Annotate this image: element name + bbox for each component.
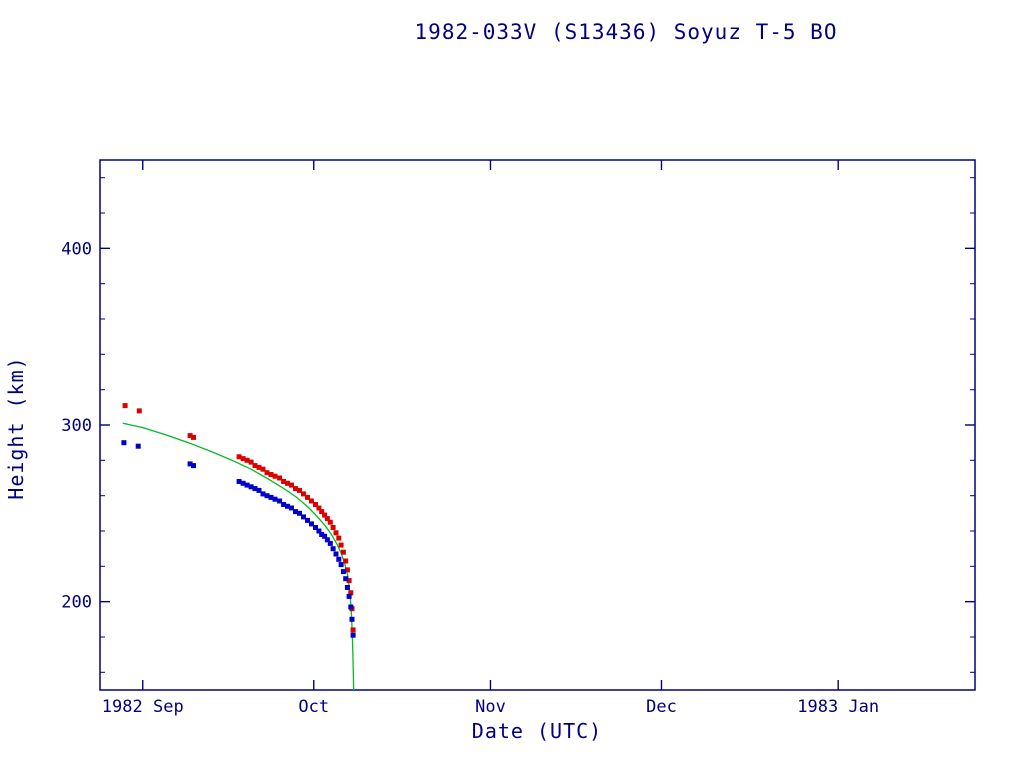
apogee-height-marker	[285, 480, 290, 486]
apogee-height-marker	[301, 491, 306, 497]
perigee-height-marker	[268, 494, 274, 500]
apogee-height-marker	[268, 472, 274, 477]
perigee-height-marker	[191, 463, 196, 469]
apogee-height-marker	[327, 519, 333, 525]
apogee-height-series	[122, 403, 356, 633]
apogee-height-marker	[281, 479, 287, 484]
apogee-height-marker	[187, 433, 193, 439]
perigee-height-marker	[285, 503, 290, 509]
chart-title: 1982-033V (S13436) Soyuz T-5 BO	[414, 20, 838, 44]
apogee-height-marker	[322, 512, 328, 518]
apogee-height-marker	[136, 408, 142, 414]
apogee-height-marker	[236, 454, 242, 460]
perigee-height-marker	[327, 540, 333, 546]
perigee-height-marker	[187, 461, 193, 467]
apogee-height-marker	[340, 549, 346, 555]
perigee-height-marker	[338, 562, 344, 568]
apogee-height-marker	[240, 456, 246, 462]
perigee-height-marker	[293, 509, 298, 515]
perigee-height-marker	[252, 486, 258, 492]
apogee-height-marker	[297, 487, 302, 493]
x-tick-label: Dec	[646, 697, 677, 717]
perigee-height-marker	[340, 569, 346, 575]
apogee-height-marker	[316, 505, 322, 511]
plot-frame	[99, 159, 976, 691]
decay-model-line	[122, 422, 355, 691]
axes: 200 300 400 1982 Sep Oct Nov Dec 1983 Jan	[61, 160, 975, 717]
perigee-height-marker	[260, 491, 266, 497]
perigee-height-marker	[121, 440, 127, 446]
perigee-height-marker	[344, 585, 350, 590]
perigee-height-marker	[316, 528, 322, 534]
perigee-height-marker	[348, 604, 354, 610]
apogee-height-marker	[309, 498, 314, 504]
x-tick-label: Nov	[475, 697, 506, 717]
apogee-height-marker	[293, 486, 298, 492]
perigee-height-marker	[289, 505, 294, 511]
apogee-height-marker	[338, 542, 344, 548]
apogee-height-marker	[122, 403, 128, 409]
perigee-height-marker	[272, 496, 278, 502]
apogee-height-marker	[346, 578, 352, 583]
perigee-height-marker	[240, 480, 246, 486]
perigee-height-marker	[313, 525, 318, 530]
apogee-height-marker	[333, 530, 339, 536]
apogee-height-marker	[344, 567, 350, 573]
x-axis-label: Date (UTC)	[471, 719, 603, 743]
perigee-height-marker	[309, 521, 314, 527]
apogee-height-marker	[336, 535, 342, 541]
perigee-height-marker	[277, 498, 283, 504]
decay-model-series	[122, 422, 355, 691]
apogee-height-marker	[319, 509, 325, 515]
perigee-height-marker	[343, 576, 349, 582]
apogee-height-marker	[256, 464, 262, 470]
apogee-height-marker	[191, 434, 196, 440]
x-tick-label: Oct	[298, 697, 329, 717]
perigee-height-marker	[297, 510, 302, 516]
apogee-height-marker	[272, 473, 278, 479]
perigee-height-marker	[336, 556, 342, 562]
perigee-height-marker	[256, 487, 262, 493]
apogee-height-marker	[343, 558, 349, 564]
apogee-height-marker	[277, 475, 283, 481]
perigee-height-marker	[319, 532, 325, 537]
apogee-height-marker	[252, 463, 258, 469]
perigee-height-marker	[324, 537, 330, 543]
apogee-height-marker	[313, 502, 318, 507]
apogee-height-marker	[248, 459, 254, 465]
perigee-height-marker	[330, 546, 336, 552]
x-tick-label: 1982 Sep	[102, 697, 184, 717]
apogee-height-marker	[330, 525, 336, 530]
apogee-height-marker	[305, 494, 310, 500]
apogee-height-marker	[289, 482, 294, 488]
perigee-height-marker	[281, 502, 287, 507]
y-tick-label: 300	[61, 416, 92, 436]
perigee-height-series	[121, 440, 356, 638]
apogee-height-marker	[350, 627, 356, 633]
x-tick-label: 1983 Jan	[797, 697, 879, 717]
y-tick-label: 400	[61, 239, 92, 259]
perigee-height-marker	[264, 493, 270, 499]
perigee-height-marker	[346, 593, 352, 599]
perigee-height-marker	[305, 517, 310, 523]
perigee-height-marker	[135, 443, 141, 449]
apogee-height-marker	[244, 457, 250, 463]
perigee-height-marker	[244, 482, 250, 488]
perigee-height-marker	[301, 514, 306, 520]
apogee-height-marker	[348, 590, 354, 596]
perigee-height-marker	[248, 484, 254, 490]
apogee-height-marker	[260, 466, 266, 472]
apogee-height-marker	[264, 470, 270, 476]
perigee-height-marker	[349, 616, 355, 622]
y-tick-label: 200	[61, 593, 92, 613]
perigee-height-marker	[322, 533, 328, 539]
apogee-height-marker	[324, 516, 330, 522]
perigee-height-marker	[333, 551, 339, 557]
perigee-height-marker	[350, 632, 356, 638]
perigee-height-marker	[236, 479, 242, 484]
